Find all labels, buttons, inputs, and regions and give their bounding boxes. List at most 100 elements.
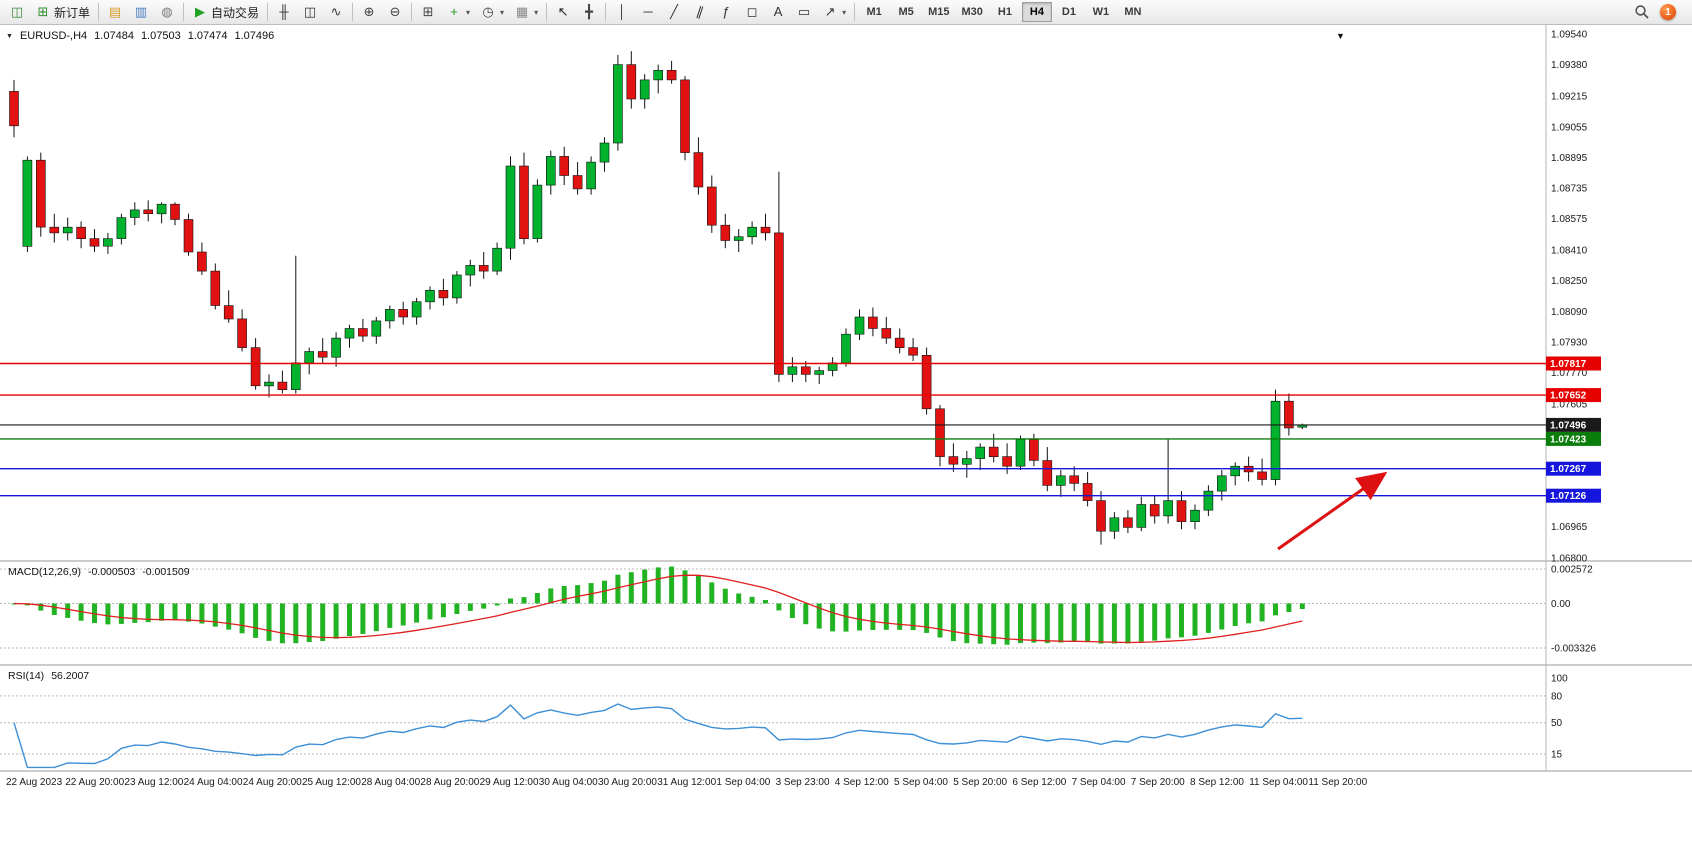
- timeframe-d1[interactable]: D1: [1061, 6, 1076, 18]
- timeframe-m5[interactable]: M5: [898, 6, 914, 18]
- svg-text:1.07930: 1.07930: [1551, 337, 1588, 348]
- trendline-icon[interactable]: ╱: [661, 0, 687, 24]
- price-axis[interactable]: 1.09540 1.09380 1.09215 1.09055 1.08895 1.087…: [1546, 30, 1601, 565]
- chart-layout-icon: ▤: [108, 4, 122, 19]
- timeframe-h1[interactable]: H1: [997, 6, 1012, 18]
- line-chart-icon[interactable]: ∿: [323, 0, 349, 24]
- timeframe-m1[interactable]: M1: [866, 6, 882, 18]
- svg-text:1.07423: 1.07423: [1550, 434, 1587, 445]
- svg-text:4 Sep 12:00: 4 Sep 12:00: [835, 777, 889, 788]
- templates-icon[interactable]: ▦ ▾: [509, 0, 543, 24]
- zoom-out-icon[interactable]: ⊖: [382, 0, 408, 24]
- svg-text:-0.003326: -0.003326: [1551, 644, 1596, 655]
- channel-icon[interactable]: ∥: [687, 0, 713, 24]
- toolbar-separator: [98, 3, 100, 21]
- timeframe-mn[interactable]: MN: [1124, 6, 1142, 18]
- chart-layout-icon[interactable]: ▤: [102, 0, 128, 24]
- app-chart-icon[interactable]: ◫: [4, 0, 30, 24]
- text-icon[interactable]: A: [765, 0, 791, 24]
- fibonacci-icon[interactable]: ƒ: [713, 0, 739, 24]
- svg-text:1.07770: 1.07770: [1551, 368, 1588, 379]
- cursor-icon[interactable]: ↖: [550, 0, 576, 24]
- autotrading-button[interactable]: ▶ 自动交易: [187, 0, 264, 24]
- svg-text:1.09055: 1.09055: [1551, 122, 1588, 133]
- svg-text:28 Aug 20:00: 28 Aug 20:00: [420, 777, 479, 788]
- svg-text:5 Sep 20:00: 5 Sep 20:00: [953, 777, 1007, 788]
- candlesticks-icon[interactable]: ◫: [297, 0, 323, 24]
- toolbar-buttons: ◫ ⊞ 新订单 ▤ ▥ ◍ ▶ 自动交易 ╫ ◫ ∿ ⊕ ⊖ ⊞ + ▾ ◷ ▾ ▦ ▾ ↖ ╋ │ ─ ╱ ∥ ƒ ◻ A ▭ ↗ ▾: [4, 0, 858, 24]
- svg-text:5 Sep 04:00: 5 Sep 04:00: [894, 777, 948, 788]
- macd-panel[interactable]: 0.002572 0.00 -0.003326: [0, 565, 1596, 655]
- templates-icon-dropdown[interactable]: ▾: [534, 7, 539, 17]
- vertical-line-icon: │: [618, 4, 627, 19]
- price-tag: [1546, 431, 1601, 446]
- timeframe-m30[interactable]: M30: [961, 6, 983, 18]
- svg-text:30 Aug 04:00: 30 Aug 04:00: [539, 777, 598, 788]
- search-icon[interactable]: [1634, 4, 1650, 20]
- svg-text:22 Aug 20:00: 22 Aug 20:00: [65, 777, 124, 788]
- autotrading-button-label: 自动交易: [211, 5, 260, 20]
- chart-menu-triangle-icon[interactable]: ▼: [6, 32, 13, 40]
- toolbar-separator: [411, 3, 413, 21]
- profiles-icon[interactable]: ▥: [128, 0, 154, 24]
- arrow-annotation[interactable]: [1277, 471, 1388, 551]
- zoom-in-icon: ⊕: [363, 4, 375, 19]
- svg-text:24 Aug 20:00: 24 Aug 20:00: [243, 777, 302, 788]
- horizontal-line-icon[interactable]: ─: [635, 0, 661, 24]
- crosshair-icon[interactable]: ╋: [576, 0, 602, 24]
- chart-canvas[interactable]: ▼ 1.09540 1.09380 1.09215 1.09055 1.08895 1.08…: [0, 25, 1692, 855]
- toolbar-separator: [546, 3, 548, 21]
- macd-indicator-label: MACD(12,26,9) -0.000503 -0.001509: [8, 566, 190, 578]
- new-order-button[interactable]: ⊞ 新订单: [30, 0, 95, 24]
- svg-text:3 Sep 23:00: 3 Sep 23:00: [776, 777, 830, 788]
- community-icon[interactable]: ◍: [154, 0, 180, 24]
- svg-text:28 Aug 04:00: 28 Aug 04:00: [361, 777, 420, 788]
- svg-text:1.07267: 1.07267: [1550, 464, 1587, 475]
- svg-text:11 Sep 20:00: 11 Sep 20:00: [1308, 777, 1367, 788]
- svg-text:6 Sep 12:00: 6 Sep 12:00: [1012, 777, 1066, 788]
- timeframe-m15[interactable]: M15: [928, 6, 950, 18]
- rsi-panel[interactable]: 100 80 50 15: [0, 674, 1568, 769]
- time-axis[interactable]: 22 Aug 2023 22 Aug 20:00 23 Aug 12:00 24 Au…: [6, 777, 1368, 788]
- zoom-in-icon[interactable]: ⊕: [356, 0, 382, 24]
- app-chart-icon: ◫: [10, 4, 24, 19]
- notification-badge[interactable]: 1: [1660, 4, 1676, 20]
- svg-text:15: 15: [1551, 750, 1563, 761]
- ohlc-bars-icon[interactable]: ╫: [271, 0, 297, 24]
- templates-icon: ▦: [515, 4, 529, 19]
- shapes-icon[interactable]: ◻: [739, 0, 765, 24]
- trendline-icon: ╱: [670, 4, 678, 19]
- svg-text:25 Aug 12:00: 25 Aug 12:00: [302, 777, 361, 788]
- svg-text:7 Sep 04:00: 7 Sep 04:00: [1072, 777, 1126, 788]
- svg-text:30 Aug 20:00: 30 Aug 20:00: [598, 777, 657, 788]
- periods-icon: ◷: [482, 4, 494, 19]
- arrows-icon[interactable]: ↗ ▾: [817, 0, 851, 24]
- svg-text:1.08250: 1.08250: [1551, 276, 1588, 287]
- indicators-icon: +: [450, 4, 458, 19]
- toolbar-separator: [605, 3, 607, 21]
- indicators-icon[interactable]: + ▾: [441, 0, 475, 24]
- horizontal-line-icon: ─: [643, 4, 653, 19]
- svg-text:50: 50: [1551, 718, 1563, 729]
- periods-icon-dropdown[interactable]: ▾: [500, 7, 505, 17]
- indicators-icon-dropdown[interactable]: ▾: [466, 7, 471, 17]
- label-icon[interactable]: ▭: [791, 0, 817, 24]
- svg-text:7 Sep 20:00: 7 Sep 20:00: [1131, 777, 1185, 788]
- timeframe-h4[interactable]: H4: [1021, 2, 1052, 22]
- svg-text:1.08575: 1.08575: [1551, 214, 1588, 225]
- horizontal-lines[interactable]: [0, 362, 1546, 497]
- chart-shift-marker: ▼: [1336, 31, 1345, 41]
- price-tag: [1546, 488, 1601, 503]
- timeframe-w1[interactable]: W1: [1092, 6, 1110, 18]
- macd-title: MACD(12,26,9): [8, 566, 81, 578]
- arrows-icon-dropdown[interactable]: ▾: [842, 7, 847, 17]
- shapes-icon: ◻: [746, 4, 758, 19]
- periods-icon[interactable]: ◷ ▾: [475, 0, 509, 24]
- arrows-icon: ↗: [824, 4, 836, 19]
- tile-windows-icon[interactable]: ⊞: [415, 0, 441, 24]
- candles-layer[interactable]: [9, 51, 1308, 545]
- toolbar-right: 1: [1634, 4, 1688, 20]
- panel-separators: [0, 25, 1692, 772]
- channel-icon: ∥: [694, 3, 706, 20]
- vertical-line-icon[interactable]: │: [609, 0, 635, 24]
